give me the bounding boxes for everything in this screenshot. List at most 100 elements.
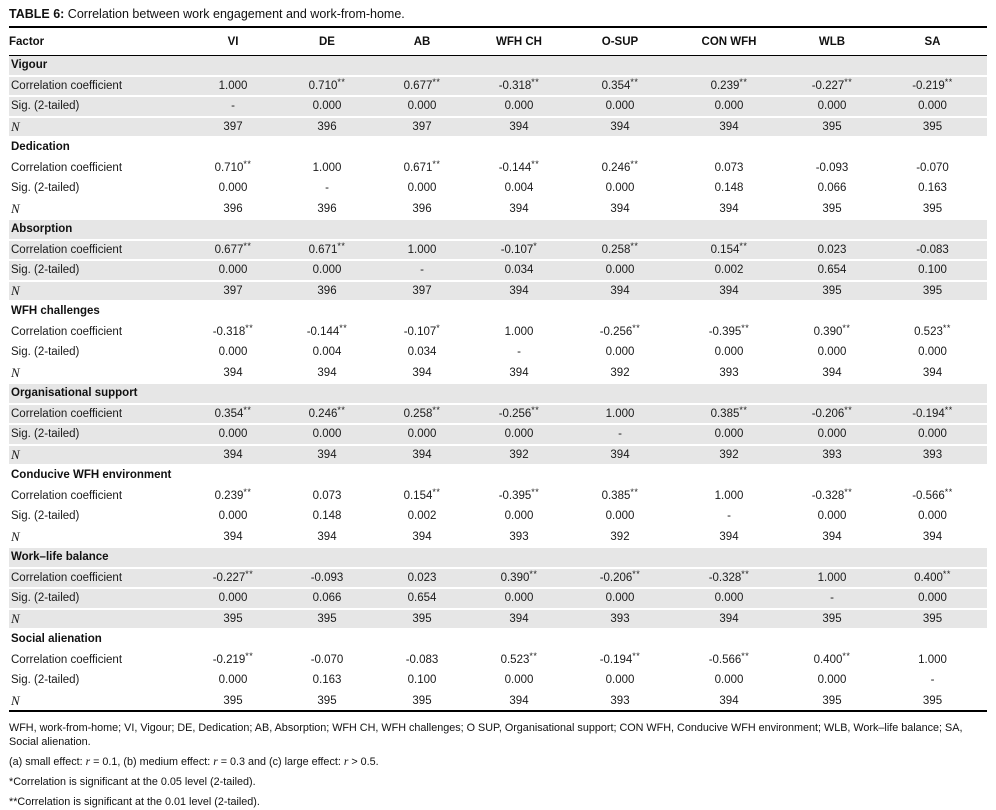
correlation-value-cell: 0.246** (280, 404, 374, 425)
n-row: N 394 394 394 392 394 392 393 393 (9, 445, 987, 466)
column-header-factor: Factor (9, 28, 186, 56)
column-header-ab: AB (374, 28, 470, 56)
footnote-abbreviations: WFH, work-from-home; VI, Vigour; DE, Ded… (9, 722, 963, 748)
n-value-cell: 394 (568, 445, 672, 466)
correlation-value-cell: 0.523** (878, 322, 987, 343)
factor-row: Absorption (9, 220, 987, 241)
sig-value-cell: 0.000 (470, 97, 568, 118)
n-value-cell: 393 (878, 445, 987, 466)
correlation-value-cell: 1.000 (672, 486, 786, 507)
n-value-cell: 397 (374, 117, 470, 138)
sig-value-cell: - (470, 343, 568, 364)
footnote-sig-01: **Correlation is significant at the 0.01… (9, 796, 260, 808)
correlation-value-cell: 0.400** (878, 568, 987, 589)
sig-row: Sig. (2-tailed) 0.000-0.000 0.004 0.000 0.14… (9, 179, 987, 200)
correlation-value-cell: 1.000 (280, 158, 374, 179)
sig-value-cell: 0.163 (280, 671, 374, 692)
significance-stars: ** (531, 159, 540, 169)
n-value-cell: 397 (374, 281, 470, 302)
correlation-value-cell: 0.677** (374, 76, 470, 97)
correlation-value-cell: -0.107* (470, 240, 568, 261)
column-header-o-sup: O-SUP (568, 28, 672, 56)
sig-value-cell: 0.000 (568, 589, 672, 610)
sig-value-cell: 0.000 (186, 589, 280, 610)
sig-value-cell: - (374, 261, 470, 282)
significance-stars: ** (337, 241, 346, 251)
significance-stars: ** (245, 323, 254, 333)
correlation-value-cell: 0.710** (280, 76, 374, 97)
n-value-cell: 395 (186, 609, 280, 630)
n-value-cell: 395 (878, 281, 987, 302)
sig-row: Sig. (2-tailed) 0.000 0.000 0.000 0.000-0.00… (9, 425, 987, 446)
correlation-row: Correlation coefficient 0.710** 1.000 0.671… (9, 158, 987, 179)
significance-stars: ** (741, 569, 750, 579)
n-value-cell: 393 (470, 527, 568, 548)
sig-value-cell: 0.000 (672, 97, 786, 118)
correlation-row: Correlation coefficient -0.219** -0.070 -0.… (9, 650, 987, 671)
sig-value-cell: 0.000 (568, 671, 672, 692)
sig-value-cell: 0.000 (186, 425, 280, 446)
sig-value-cell: 0.000 (786, 343, 878, 364)
correlation-value-cell: -0.395** (672, 322, 786, 343)
significance-stars: ** (630, 241, 639, 251)
correlation-row: Correlation coefficient 0.239** 0.073 0.154… (9, 486, 987, 507)
sig-row-label: Sig. (2-tailed) (9, 261, 186, 282)
significance-stars: ** (432, 159, 441, 169)
sig-row-label: Sig. (2-tailed) (9, 507, 186, 528)
n-value-cell: 396 (280, 281, 374, 302)
correlation-value-cell: 0.385** (672, 404, 786, 425)
n-value-cell: 392 (470, 445, 568, 466)
correlation-value-cell: -0.328** (672, 568, 786, 589)
correlation-value-cell: 1.000 (878, 650, 987, 671)
significance-stars: ** (531, 487, 540, 497)
column-header-sa: SA (878, 28, 987, 56)
n-row: N 394 394 394 393 392 394 394 394 (9, 527, 987, 548)
significance-stars: ** (630, 487, 639, 497)
sig-value-cell: 0.000 (568, 261, 672, 282)
n-value-cell: 394 (672, 691, 786, 712)
correlation-value-cell: -0.194** (878, 404, 987, 425)
n-value-cell: 394 (568, 117, 672, 138)
header-row: Factor VI DE AB WFH CH O-SUP CON WFH WLB SA (9, 28, 987, 56)
n-value-cell: 394 (470, 609, 568, 630)
correlation-row-label: Correlation coefficient (9, 158, 186, 179)
factor-name: Dedication (9, 138, 987, 159)
table-body: Vigour Correlation coefficient 1.000 0.710*… (9, 56, 987, 712)
factor-row: Conducive WFH environment (9, 466, 987, 487)
n-row-label: N (9, 527, 186, 548)
significance-stars: ** (531, 405, 540, 415)
n-value-cell: 395 (280, 691, 374, 712)
sig-value-cell: 0.000 (470, 671, 568, 692)
table-title: TABLE 6: Correlation between work engage… (9, 7, 987, 28)
sig-value-cell: 0.654 (786, 261, 878, 282)
correlation-value-cell: 0.073 (280, 486, 374, 507)
significance-stars: ** (529, 651, 538, 661)
sig-value-cell: - (672, 507, 786, 528)
significance-stars: ** (630, 77, 639, 87)
correlation-value-cell: -0.256** (568, 322, 672, 343)
n-value-cell: 394 (568, 281, 672, 302)
correlation-row: Correlation coefficient -0.227** -0.093 0.0… (9, 568, 987, 589)
correlation-row-label: Correlation coefficient (9, 486, 186, 507)
table-footnotes: WFH, work-from-home; VI, Vigour; DE, Ded… (9, 721, 987, 809)
sig-row: Sig. (2-tailed) 0.000 0.163 0.100 0.000 0.000… (9, 671, 987, 692)
correlation-value-cell: 0.154** (374, 486, 470, 507)
n-row: N 397 396 397 394 394 394 395 395 (9, 281, 987, 302)
correlation-value-cell: 0.258** (374, 404, 470, 425)
n-value-cell: 395 (786, 609, 878, 630)
sig-value-cell: 0.066 (280, 589, 374, 610)
n-value-cell: 393 (672, 363, 786, 384)
sig-value-cell: 0.000 (672, 589, 786, 610)
correlation-row-label: Correlation coefficient (9, 240, 186, 261)
n-value-cell: 395 (878, 691, 987, 712)
column-header-wlb: WLB (786, 28, 878, 56)
sig-row-label: Sig. (2-tailed) (9, 179, 186, 200)
n-value-cell: 395 (186, 691, 280, 712)
sig-value-cell: 0.004 (280, 343, 374, 364)
sig-value-cell: - (280, 179, 374, 200)
sig-value-cell: 0.000 (568, 97, 672, 118)
sig-value-cell: 0.000 (470, 425, 568, 446)
n-row: N 394 394 394 394 392 393 394 394 (9, 363, 987, 384)
correlation-value-cell: 1.000 (186, 76, 280, 97)
sig-value-cell: 0.100 (878, 261, 987, 282)
